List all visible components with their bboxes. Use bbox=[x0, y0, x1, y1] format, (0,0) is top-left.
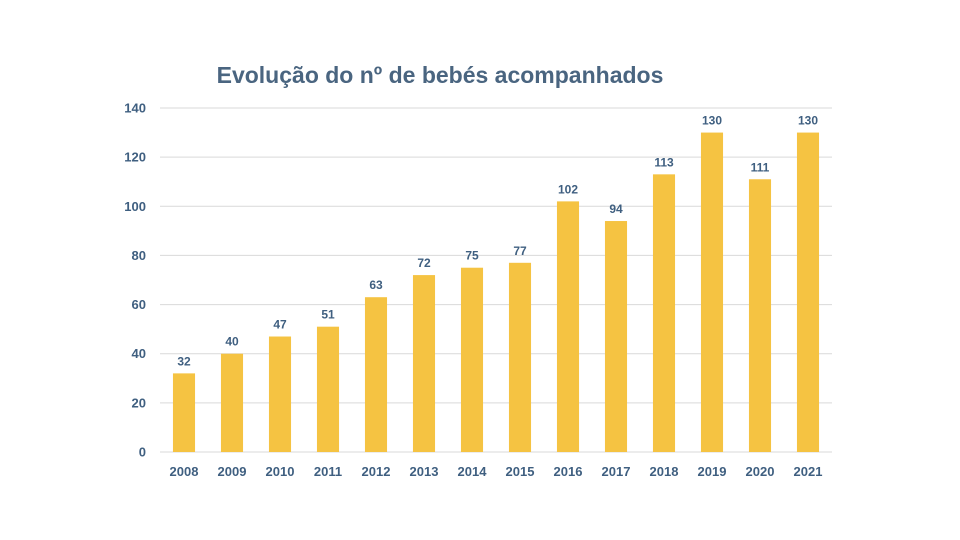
data-label-2009: 40 bbox=[225, 335, 239, 349]
bar-2014 bbox=[460, 267, 484, 452]
x-tick-label-2015: 2015 bbox=[506, 464, 535, 479]
x-tick-label-2013: 2013 bbox=[410, 464, 439, 479]
data-label-2013: 72 bbox=[417, 256, 431, 270]
x-tick-label-2018: 2018 bbox=[650, 464, 679, 479]
bar-2018 bbox=[652, 174, 676, 453]
x-tick-label-2008: 2008 bbox=[170, 464, 199, 479]
bar-2010 bbox=[268, 336, 292, 452]
bar-2015 bbox=[508, 262, 532, 452]
bar-2020 bbox=[748, 179, 772, 452]
x-tick-label-2017: 2017 bbox=[602, 464, 631, 479]
bar-2021 bbox=[796, 132, 820, 453]
data-label-2021: 130 bbox=[798, 114, 818, 128]
y-tick-label: 140 bbox=[124, 101, 146, 116]
data-label-2010: 47 bbox=[273, 318, 287, 332]
data-label-2020: 111 bbox=[751, 160, 770, 174]
bar-2019 bbox=[700, 132, 724, 453]
y-tick-label: 40 bbox=[132, 346, 146, 361]
data-label-2012: 63 bbox=[369, 278, 383, 292]
data-label-2017: 94 bbox=[609, 202, 623, 216]
y-tick-label: 120 bbox=[124, 150, 146, 165]
y-axis: 0 20 40 60 80 100 120 140 bbox=[124, 101, 146, 460]
y-tick-label: 80 bbox=[132, 248, 146, 263]
x-tick-label-2010: 2010 bbox=[266, 464, 295, 479]
data-label-2018: 113 bbox=[654, 155, 674, 169]
y-tick-label: 0 bbox=[139, 445, 146, 460]
x-tick-label-2014: 2014 bbox=[458, 464, 488, 479]
gridlines bbox=[160, 107, 832, 453]
data-labels: 32 40 47 51 63 72 75 77 102 94 113 130 111 130 bbox=[177, 114, 818, 369]
x-tick-label-2019: 2019 bbox=[698, 464, 727, 479]
data-label-2019: 130 bbox=[702, 114, 722, 128]
x-tick-label-2012: 2012 bbox=[362, 464, 391, 479]
x-tick-label-2011: 2011 bbox=[314, 464, 342, 479]
x-tick-label-2016: 2016 bbox=[554, 464, 583, 479]
bar-2017 bbox=[604, 221, 628, 452]
bar-2009 bbox=[220, 353, 244, 452]
data-label-2011: 51 bbox=[321, 308, 335, 322]
x-tick-label-2020: 2020 bbox=[746, 464, 775, 479]
y-tick-label: 100 bbox=[124, 199, 146, 214]
data-label-2008: 32 bbox=[177, 354, 191, 368]
data-label-2014: 75 bbox=[465, 249, 479, 263]
y-tick-label: 60 bbox=[132, 297, 146, 312]
y-tick-label: 20 bbox=[132, 395, 146, 410]
bar-2016 bbox=[556, 201, 580, 452]
bar-2011 bbox=[316, 326, 340, 452]
chart-title: Evolução do nº de bebés acompanhados bbox=[216, 62, 664, 88]
data-label-2016: 102 bbox=[558, 182, 578, 196]
data-label-2015: 77 bbox=[513, 244, 527, 258]
x-axis: 2008 2009 2010 2011 2012 2013 2014 2015 2016 2017… bbox=[170, 464, 823, 479]
x-tick-label-2009: 2009 bbox=[218, 464, 247, 479]
bars bbox=[172, 132, 820, 453]
bar-2008 bbox=[172, 373, 196, 452]
bar-2013 bbox=[412, 275, 436, 452]
x-tick-label-2021: 2021 bbox=[794, 464, 823, 479]
bar-2012 bbox=[364, 297, 388, 452]
